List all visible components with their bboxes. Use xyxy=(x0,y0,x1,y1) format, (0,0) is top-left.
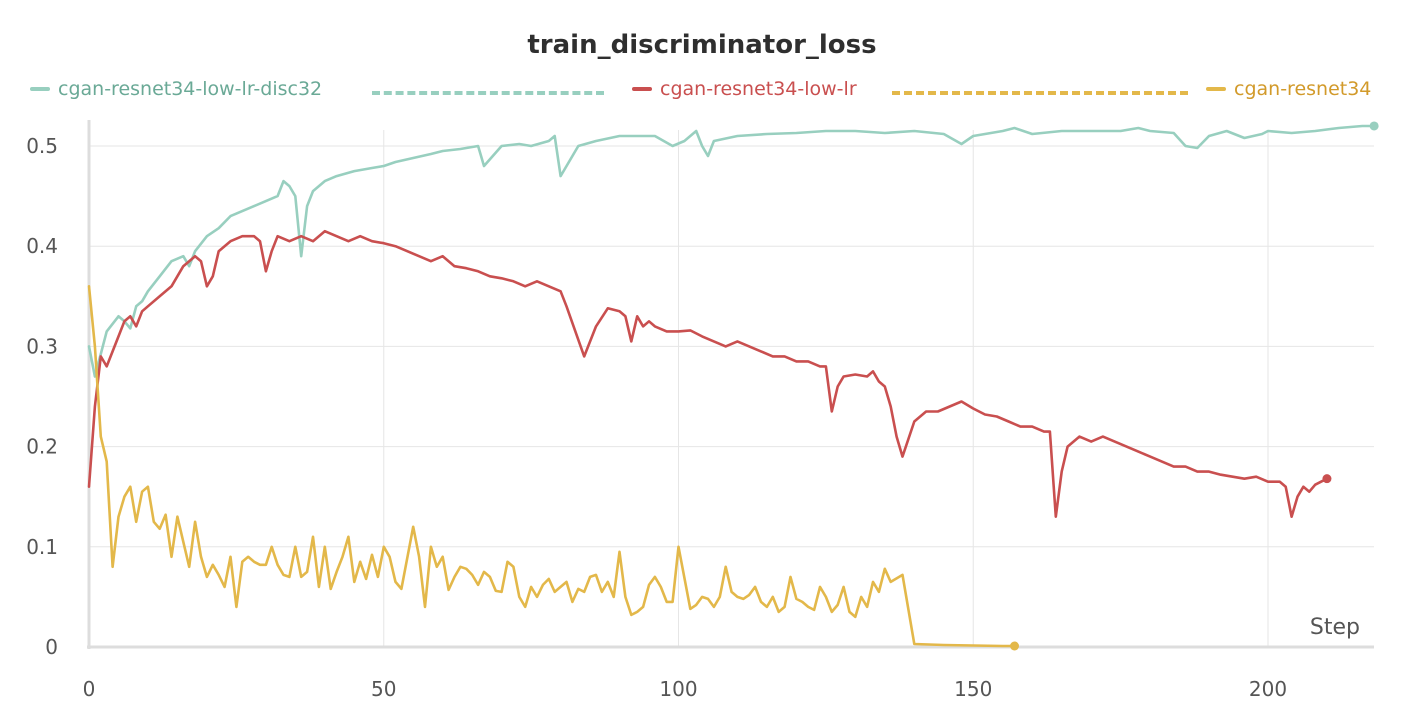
series-line-2[interactable] xyxy=(87,229,1329,519)
x-tick-label: 150 xyxy=(954,677,992,701)
x-tick-label: 200 xyxy=(1249,677,1287,701)
legend-item-series-1[interactable]: cgan-resnet34-low-lr-disc32 xyxy=(30,78,322,100)
x-tick-label: 50 xyxy=(371,677,396,701)
legend-label-series-1: cgan-resnet34-low-lr-disc32 xyxy=(58,78,323,100)
y-tick-label: 0.2 xyxy=(26,435,58,459)
y-tick-label: 0.4 xyxy=(26,234,58,258)
legend-item-series-3[interactable]: cgan-resnet34 xyxy=(1206,78,1371,100)
series-line-3[interactable] xyxy=(87,284,1016,648)
legend-swatch-series-3 xyxy=(1206,87,1226,91)
legend-swatch-series-1 xyxy=(30,87,50,91)
legend-line-series-3 xyxy=(892,91,1188,95)
chart-title: train_discriminator_loss xyxy=(527,30,877,60)
series-endpoint-1 xyxy=(1369,121,1379,131)
x-axis-label: Step xyxy=(1310,615,1360,640)
series-layer xyxy=(87,121,1379,651)
legend-label-series-3: cgan-resnet34 xyxy=(1234,78,1372,100)
series-line-1[interactable] xyxy=(87,124,1376,378)
legend-line-series-1 xyxy=(372,91,604,95)
y-tick-label: 0.5 xyxy=(26,134,58,158)
x-tick-label: 100 xyxy=(659,677,697,701)
y-tick-label: 0.3 xyxy=(26,334,58,358)
chart-legend: cgan-resnet34-low-lr-disc32 cgan-resnet3… xyxy=(0,78,1404,106)
x-tick-label: 0 xyxy=(83,677,96,701)
legend-label-series-2: cgan-resnet34-low-lr xyxy=(660,78,857,100)
series-endpoint-3 xyxy=(1010,641,1020,651)
legend-swatch-series-2 xyxy=(632,87,652,91)
legend-item-series-2[interactable]: cgan-resnet34-low-lr xyxy=(632,78,857,100)
axis-layer: 0 0.1 0.2 0.3 0.4 0.5 0 50 100 150 200 xyxy=(26,120,1374,701)
series-endpoint-2 xyxy=(1322,474,1332,484)
y-tick-label: 0.1 xyxy=(26,535,58,559)
y-tick-label: 0 xyxy=(45,635,58,659)
